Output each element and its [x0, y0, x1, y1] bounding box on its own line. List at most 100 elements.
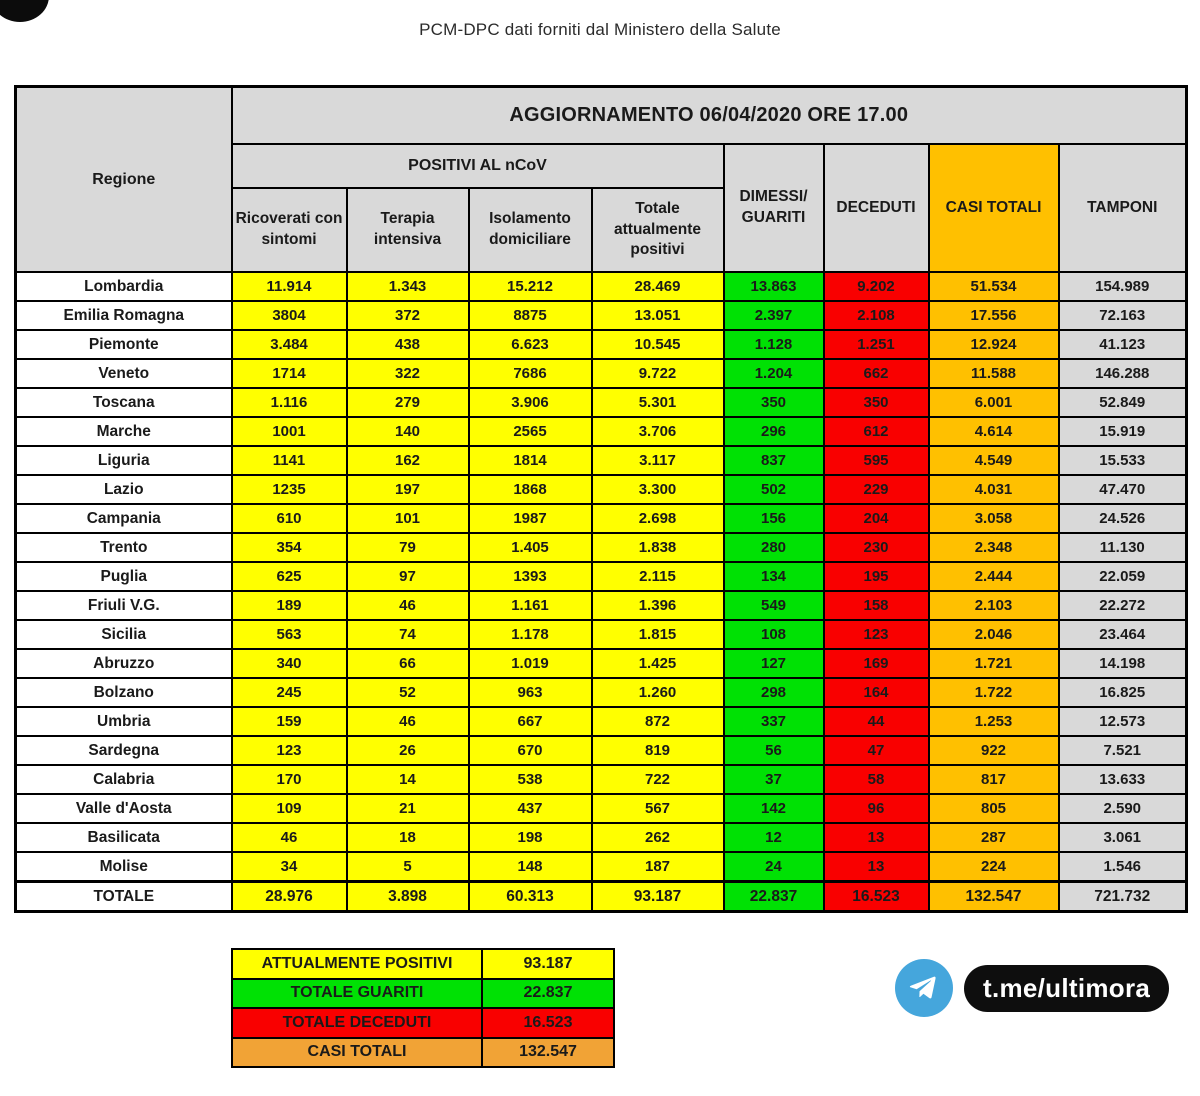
- data-cell: 595: [822, 445, 930, 476]
- data-cell: 164: [822, 677, 930, 708]
- data-cell: 2.103: [927, 590, 1060, 621]
- data-cell: 13: [822, 822, 930, 853]
- data-cell: 197: [345, 474, 470, 505]
- data-cell: 47.470: [1057, 474, 1188, 505]
- data-cell: 148: [467, 851, 593, 883]
- data-cell: 279: [345, 387, 470, 418]
- table-row: Basilicata 46 18 198 262 12 13 287 3.061: [14, 822, 1188, 853]
- data-cell: 146.288: [1057, 358, 1188, 389]
- data-cell: 1.116: [230, 387, 348, 418]
- data-cell: 41.123: [1057, 329, 1188, 360]
- data-cell: 79: [345, 532, 470, 563]
- data-cell: 549: [722, 590, 825, 621]
- data-cell: 204: [822, 503, 930, 534]
- data-cell: 3.898: [345, 880, 470, 913]
- table-row: Sardegna 123 26 670 819 56 47 922 7.521: [14, 735, 1188, 766]
- data-cell: 610: [230, 503, 348, 534]
- data-cell: 17.556: [927, 300, 1060, 331]
- data-cell: 1868: [467, 474, 593, 505]
- data-cell: 2.698: [590, 503, 725, 534]
- data-cell: 5.301: [590, 387, 725, 418]
- data-cell: 4.031: [927, 474, 1060, 505]
- data-cell: 140: [345, 416, 470, 447]
- data-cell: 162: [345, 445, 470, 476]
- table-row: Abruzzo 340 66 1.019 1.425 127 169 1.721 14.198: [14, 648, 1188, 679]
- data-cell: 16.523: [822, 880, 930, 913]
- data-cell: 1.343: [345, 271, 470, 302]
- data-cell: 23.464: [1057, 619, 1188, 650]
- telegram-plane-icon: [906, 968, 942, 1009]
- data-cell: 817: [927, 764, 1060, 795]
- data-cell: 101: [345, 503, 470, 534]
- header-isolamento: Isolamento domiciliare: [467, 187, 593, 273]
- data-cell: 21: [345, 793, 470, 824]
- data-cell: 350: [722, 387, 825, 418]
- region-name-cell: Lazio: [14, 474, 233, 505]
- telegram-logo: [895, 959, 953, 1017]
- table-row: Campania 610 101 1987 2.698 156 204 3.058 24.526: [14, 503, 1188, 534]
- data-cell: 372: [345, 300, 470, 331]
- region-name-cell: Friuli V.G.: [14, 590, 233, 621]
- summary-table-body: ATTUALMENTE POSITIVI 93.187 TOTALE GUARITI…: [231, 948, 615, 1068]
- telegram-handle-pill: t.me/ultimora: [964, 964, 1170, 1012]
- data-cell: 13: [822, 851, 930, 883]
- region-name-cell: Lombardia: [14, 271, 233, 302]
- table-row: Molise 34 5 148 187 24 13 224 1.546: [14, 851, 1188, 883]
- data-cell: 169: [822, 648, 930, 679]
- data-cell: 2565: [467, 416, 593, 447]
- region-name-cell: TOTALE: [14, 880, 233, 913]
- data-cell: 337: [722, 706, 825, 737]
- data-cell: 837: [722, 445, 825, 476]
- data-cell: 12.924: [927, 329, 1060, 360]
- data-cell: 198: [467, 822, 593, 853]
- data-cell: 9.722: [590, 358, 725, 389]
- data-cell: 1.128: [722, 329, 825, 360]
- data-cell: 1.253: [927, 706, 1060, 737]
- data-cell: 187: [590, 851, 725, 883]
- data-cell: 2.046: [927, 619, 1060, 650]
- data-cell: 1.838: [590, 532, 725, 563]
- data-cell: 262: [590, 822, 725, 853]
- header-update-title: AGGIORNAMENTO 06/04/2020 ORE 17.00: [230, 85, 1188, 145]
- page-title: PCM-DPC dati forniti dal Ministero della…: [419, 20, 781, 39]
- table-row: Sicilia 563 74 1.178 1.815 108 123 2.046 23.464: [14, 619, 1188, 650]
- data-cell: 1.178: [467, 619, 593, 650]
- data-cell: 13.863: [722, 271, 825, 302]
- table-row: Emilia Romagna 3804 372 8875 13.051 2.397 2.10…: [14, 300, 1188, 331]
- data-cell: 2.444: [927, 561, 1060, 592]
- region-name-cell: Basilicata: [14, 822, 233, 853]
- data-cell: 922: [927, 735, 1060, 766]
- data-cell: 24.526: [1057, 503, 1188, 534]
- header-regione: Regione: [14, 85, 233, 273]
- data-cell: 51.534: [927, 271, 1060, 302]
- data-cell: 438: [345, 329, 470, 360]
- summary-label: CASI TOTALI: [231, 1036, 483, 1068]
- data-cell: 1.251: [822, 329, 930, 360]
- data-cell: 3.484: [230, 329, 348, 360]
- data-cell: 22.059: [1057, 561, 1188, 592]
- data-cell: 26: [345, 735, 470, 766]
- region-name-cell: Valle d'Aosta: [14, 793, 233, 824]
- data-cell: 24: [722, 851, 825, 883]
- data-cell: 6.623: [467, 329, 593, 360]
- corner-logo-dot: [0, 0, 49, 22]
- header-positivi-group: POSITIVI AL nCoV: [230, 143, 725, 189]
- data-cell: 1.204: [722, 358, 825, 389]
- data-cell: 1.425: [590, 648, 725, 679]
- data-cell: 3.906: [467, 387, 593, 418]
- summary-label: TOTALE GUARITI: [231, 977, 483, 1009]
- data-cell: 1.405: [467, 532, 593, 563]
- table-row: Toscana 1.116 279 3.906 5.301 350 350 6.001 52.8…: [14, 387, 1188, 418]
- region-name-cell: Bolzano: [14, 677, 233, 708]
- data-cell: 52.849: [1057, 387, 1188, 418]
- data-cell: 14.198: [1057, 648, 1188, 679]
- data-cell: 7686: [467, 358, 593, 389]
- data-cell: 819: [590, 735, 725, 766]
- data-cell: 4.549: [927, 445, 1060, 476]
- data-cell: 8875: [467, 300, 593, 331]
- table-row: Marche 1001 140 2565 3.706 296 612 4.614 15.919: [14, 416, 1188, 447]
- data-cell: 3.061: [1057, 822, 1188, 853]
- region-name-cell: Piemonte: [14, 329, 233, 360]
- data-cell: 127: [722, 648, 825, 679]
- table-row: Liguria 1141 162 1814 3.117 837 595 4.549 15.533: [14, 445, 1188, 476]
